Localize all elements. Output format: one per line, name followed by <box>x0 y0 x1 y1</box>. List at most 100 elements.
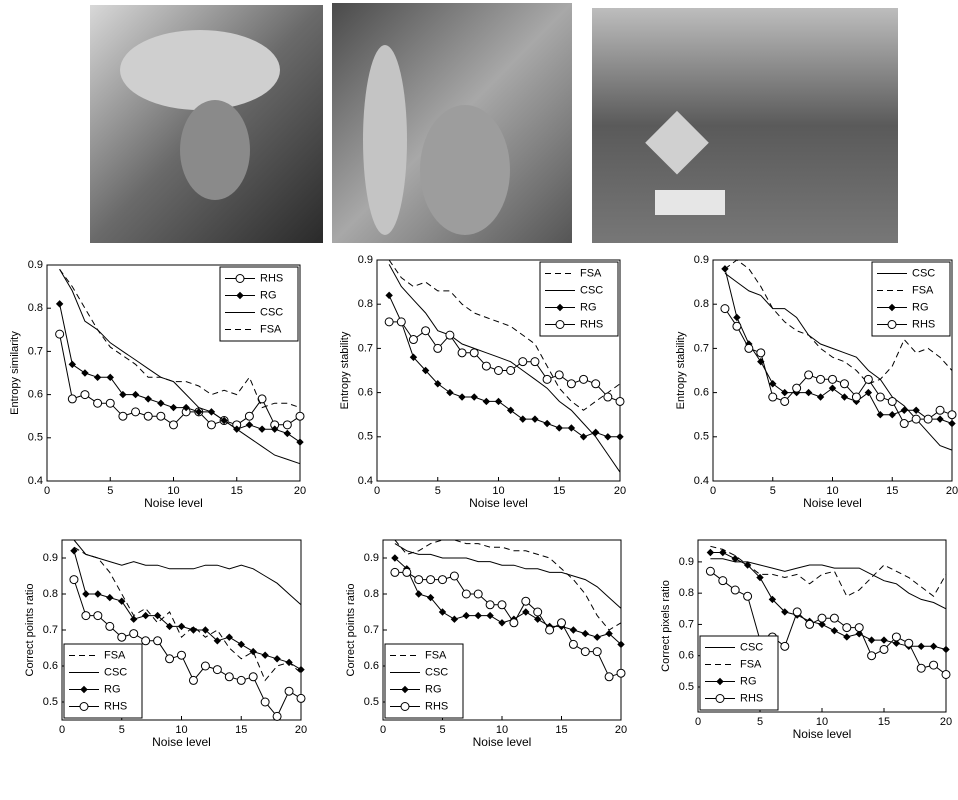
x-tick-label: 5 <box>757 716 763 728</box>
x-tick-label: 5 <box>439 724 445 736</box>
point <box>409 353 418 361</box>
point <box>935 405 945 415</box>
point <box>923 414 933 424</box>
y-tick-label: 0.7 <box>364 624 379 636</box>
legend-label: RG <box>912 301 929 313</box>
legend-label: RG <box>580 301 597 313</box>
point <box>879 644 889 654</box>
chart: 0 5 10 15 20 0.5 0.6 0.7 0.8 0.9 Noise level Correc… <box>660 539 952 741</box>
point <box>805 619 815 629</box>
x-tick-label: 20 <box>294 485 306 497</box>
point <box>485 600 495 610</box>
legend-label: RG <box>740 675 757 687</box>
y-tick-label: 0.5 <box>358 431 373 443</box>
y-tick-label: 0.8 <box>364 588 379 600</box>
point <box>93 373 102 382</box>
legend-label: FSA <box>260 323 282 335</box>
y-tick-label: 0.8 <box>358 298 373 310</box>
point <box>568 639 578 649</box>
point <box>105 621 115 631</box>
point <box>756 573 764 582</box>
legend-marker <box>887 320 897 329</box>
point <box>948 419 956 428</box>
point <box>129 615 138 623</box>
point <box>533 615 542 623</box>
point <box>245 421 254 429</box>
point <box>876 410 885 419</box>
point <box>506 366 516 375</box>
point <box>543 419 551 428</box>
point <box>494 366 503 375</box>
point <box>494 397 503 406</box>
point <box>603 392 613 402</box>
point <box>531 415 539 423</box>
y-tick-label: 0.7 <box>28 345 43 357</box>
point <box>828 374 837 384</box>
point <box>929 660 939 670</box>
point <box>840 393 849 401</box>
point <box>261 651 269 659</box>
y-tick-label: 0.5 <box>364 696 379 708</box>
point <box>244 411 254 421</box>
legend-box <box>539 261 619 337</box>
legend-label: FSA <box>425 649 447 661</box>
y-axis-label: Correct points ratio <box>24 584 36 677</box>
point <box>816 374 826 384</box>
point <box>206 420 216 430</box>
point <box>461 589 471 599</box>
point <box>593 633 601 641</box>
legend-label: FSA <box>104 649 126 661</box>
legend-box <box>871 261 951 337</box>
point <box>182 403 190 412</box>
legend-marker <box>235 274 245 283</box>
point <box>718 576 728 586</box>
point <box>462 611 471 620</box>
x-tick-label: 10 <box>826 485 838 497</box>
point <box>169 420 178 430</box>
photo-detail <box>363 45 407 235</box>
point <box>947 410 957 420</box>
x-tick-label: 15 <box>231 485 243 497</box>
point <box>118 597 126 605</box>
y-tick-label: 0.9 <box>364 552 379 564</box>
point <box>93 398 103 408</box>
point <box>892 639 901 647</box>
point <box>900 406 908 414</box>
legend-box <box>63 643 143 719</box>
legend-label: RHS <box>740 692 763 704</box>
point <box>282 420 292 430</box>
legend-label: CSC <box>580 284 603 296</box>
point <box>177 622 186 631</box>
point <box>105 398 115 408</box>
legend-marker <box>400 702 410 711</box>
point <box>421 366 430 375</box>
point <box>851 392 861 402</box>
legend-marker <box>236 291 244 300</box>
x-axis-label: Noise level <box>152 735 211 749</box>
y-axis-label: Correct pixels ratio <box>660 580 672 672</box>
point <box>408 335 418 345</box>
x-tick-label: 10 <box>167 485 179 497</box>
point <box>554 370 564 380</box>
x-tick-label: 20 <box>614 485 626 497</box>
point <box>153 636 163 646</box>
x-tick-label: 15 <box>878 716 890 728</box>
point <box>200 661 210 671</box>
point <box>506 406 515 414</box>
point <box>518 357 528 367</box>
point <box>605 629 613 638</box>
y-tick-label: 0.8 <box>43 588 58 600</box>
chart: 0 5 10 15 20 0.5 0.6 0.7 0.8 0.9 Noise level Correc… <box>24 539 307 749</box>
x-tick-label: 20 <box>940 716 952 728</box>
point <box>604 433 612 441</box>
point <box>530 357 540 367</box>
x-tick-label: 5 <box>107 485 113 497</box>
point <box>743 561 752 569</box>
legend-label: FSA <box>912 284 934 296</box>
point <box>189 626 198 634</box>
y-tick-label: 0.6 <box>28 389 43 401</box>
point <box>522 608 530 616</box>
point <box>426 593 435 602</box>
x-tick-label: 20 <box>615 724 627 736</box>
point <box>756 348 766 358</box>
